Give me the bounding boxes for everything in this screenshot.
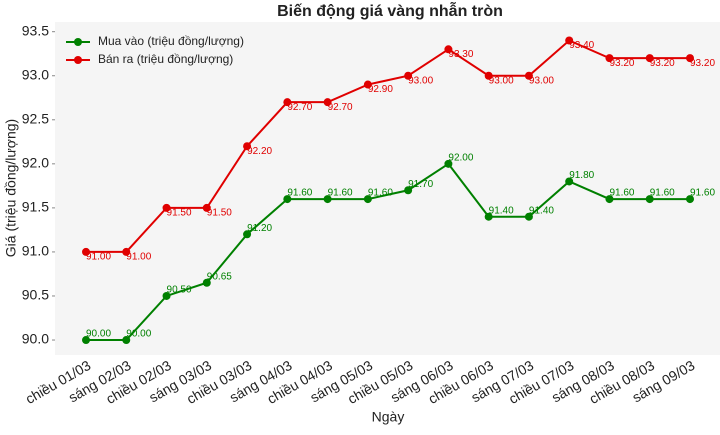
data-point xyxy=(565,36,574,45)
legend-marker xyxy=(74,38,82,46)
value-label: 91.70 xyxy=(408,179,433,190)
data-point xyxy=(524,71,533,80)
data-point xyxy=(686,195,694,204)
value-label: 93.00 xyxy=(529,75,554,86)
legend-label: Mua vào (triệu đồng/lượng) xyxy=(98,34,244,48)
value-label: 92.20 xyxy=(247,146,272,157)
data-point xyxy=(404,71,413,80)
value-label: 93.20 xyxy=(650,58,675,69)
y-tick-label: 92.5 xyxy=(22,110,49,126)
value-label: 91.60 xyxy=(609,188,634,199)
value-label: 93.00 xyxy=(489,75,514,86)
value-label: 92.70 xyxy=(287,102,312,113)
value-label: 91.00 xyxy=(86,252,111,263)
data-point xyxy=(404,186,413,195)
data-point xyxy=(202,203,211,212)
y-tick-label: 92.0 xyxy=(22,155,49,171)
value-label: 93.40 xyxy=(569,40,594,51)
y-tick-label: 91.0 xyxy=(22,243,49,259)
data-point xyxy=(524,212,533,221)
data-point xyxy=(243,142,252,151)
data-point xyxy=(363,80,372,89)
value-label: 92.70 xyxy=(328,102,353,113)
data-point xyxy=(82,247,90,256)
data-point xyxy=(444,159,453,168)
value-label: 90.65 xyxy=(207,271,232,282)
value-label: 91.60 xyxy=(328,188,353,199)
data-point xyxy=(645,54,654,63)
y-tick-label: 93.0 xyxy=(22,66,49,82)
legend-label: Bán ra (triệu đồng/lượng) xyxy=(98,52,233,66)
series-line xyxy=(86,39,690,253)
value-label: 91.80 xyxy=(569,170,594,181)
data-point xyxy=(444,45,453,54)
legend-marker xyxy=(74,56,82,64)
value-label: 93.20 xyxy=(690,58,715,69)
data-point xyxy=(162,291,171,300)
data-point xyxy=(243,230,252,239)
value-label: 93.30 xyxy=(448,49,473,60)
chart-title: Biến động giá vàng nhẫn tròn xyxy=(277,1,503,20)
data-point xyxy=(122,336,131,345)
data-point xyxy=(283,195,292,204)
value-label: 90.50 xyxy=(167,285,192,296)
value-label: 91.20 xyxy=(247,223,272,234)
data-point xyxy=(162,203,171,212)
data-point xyxy=(323,195,332,204)
y-tick-label: 93.5 xyxy=(22,22,49,38)
y-tick-label: 91.5 xyxy=(22,199,49,215)
value-label: 91.60 xyxy=(287,188,312,199)
value-label: 92.00 xyxy=(448,152,473,163)
data-point xyxy=(605,195,614,204)
x-axis-title: Ngày xyxy=(372,409,405,425)
value-label: 91.60 xyxy=(368,188,393,199)
data-point xyxy=(645,195,654,204)
value-label: 91.40 xyxy=(529,205,554,216)
value-label: 91.60 xyxy=(690,188,715,199)
series-line xyxy=(86,162,690,342)
data-point xyxy=(605,54,614,63)
data-point xyxy=(484,71,493,80)
data-point xyxy=(122,247,131,256)
value-label: 92.90 xyxy=(368,84,393,95)
data-point xyxy=(686,54,694,63)
data-point xyxy=(323,98,332,107)
value-label: 93.20 xyxy=(609,58,634,69)
value-label: 90.00 xyxy=(126,329,151,340)
value-label: 91.40 xyxy=(489,205,514,216)
value-label: 90.00 xyxy=(86,329,111,340)
y-tick-label: 90.0 xyxy=(22,331,49,347)
value-label: 91.60 xyxy=(650,188,675,199)
value-label: 91.00 xyxy=(126,252,151,263)
data-point xyxy=(283,98,292,107)
value-label: 91.50 xyxy=(167,208,192,219)
data-point xyxy=(202,278,211,287)
y-tick-label: 90.5 xyxy=(22,287,49,303)
data-point xyxy=(565,177,574,186)
data-point xyxy=(363,195,372,204)
value-label: 93.00 xyxy=(408,75,433,86)
value-label: 91.50 xyxy=(207,208,232,219)
y-axis-title: Giá (triệu đồng/lượng) xyxy=(3,119,19,257)
data-point xyxy=(82,336,90,345)
data-point xyxy=(484,212,493,221)
